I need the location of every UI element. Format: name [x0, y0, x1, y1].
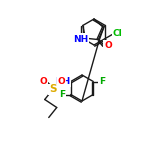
Text: S: S	[49, 84, 57, 94]
Text: O: O	[40, 77, 48, 86]
Text: F: F	[59, 90, 65, 99]
Text: O: O	[104, 41, 112, 50]
Text: O: O	[58, 77, 66, 86]
Text: Cl: Cl	[112, 29, 122, 38]
Text: NH: NH	[73, 35, 88, 44]
Text: NH: NH	[55, 77, 70, 86]
Text: N: N	[77, 33, 85, 44]
Text: F: F	[99, 77, 105, 86]
